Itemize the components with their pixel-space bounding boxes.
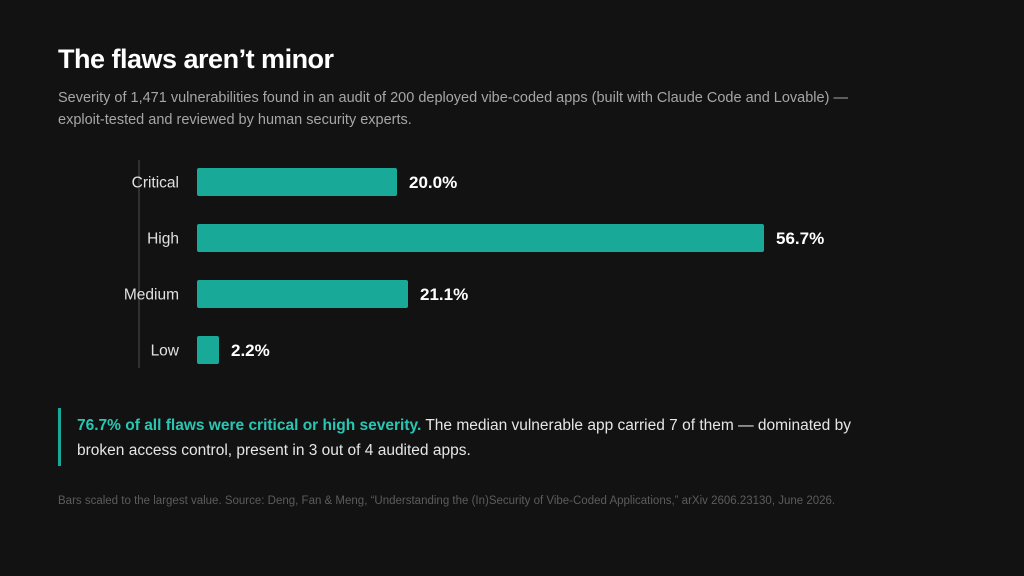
value-label-medium: 21.1% xyxy=(420,285,468,304)
bar-medium xyxy=(197,280,408,308)
callout: 76.7% of all flaws were critical or high… xyxy=(58,408,888,466)
value-label-critical: 20.0% xyxy=(409,173,457,192)
callout-highlight: 76.7% of all flaws were critical or high… xyxy=(77,417,422,434)
severity-bar-chart: Critical 20.0% High 56.7% Medium 21.1% Low 2.2% xyxy=(0,160,1024,375)
value-label-low: 2.2% xyxy=(231,341,270,360)
bar-high xyxy=(197,224,764,252)
category-label-low: Low xyxy=(151,343,180,360)
bar-critical xyxy=(197,168,397,196)
category-label-high: High xyxy=(147,231,179,248)
chart-svg: Critical 20.0% High 56.7% Medium 21.1% Low 2.2% xyxy=(124,160,824,368)
page-title: The flaws aren’t minor xyxy=(58,44,334,74)
footnote: Bars scaled to the largest value. Source… xyxy=(58,495,836,507)
bar-low xyxy=(197,336,219,364)
value-label-high: 56.7% xyxy=(776,229,824,248)
category-label-medium: Medium xyxy=(124,287,179,304)
category-label-critical: Critical xyxy=(132,175,179,192)
callout-text: The median vulnerable app carried 7 of t… xyxy=(77,417,851,459)
page-subtitle: Severity of 1,471 vulnerabilities found … xyxy=(58,90,848,128)
